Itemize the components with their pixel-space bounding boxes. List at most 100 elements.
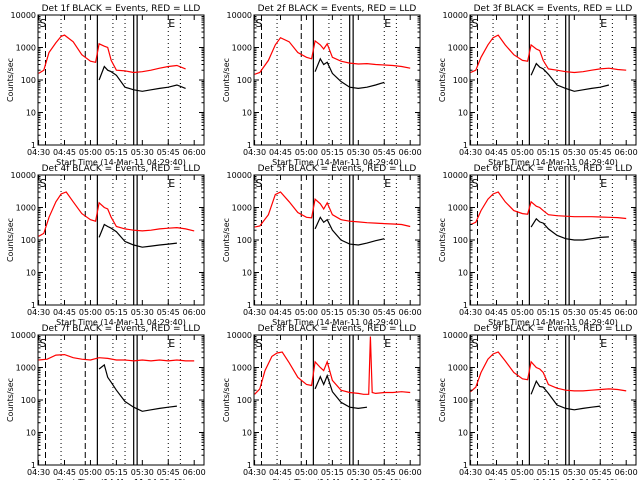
s-marker-label: S — [256, 337, 263, 350]
y-axis-label: Counts/sec — [438, 58, 447, 102]
plot-frame — [253, 334, 421, 466]
x-tick-label: 05:00 — [79, 148, 102, 157]
lld-series-line — [38, 34, 186, 74]
y-tick-label: 1 — [31, 141, 36, 150]
x-tick-label: 05:15 — [321, 148, 344, 157]
x-tick-label: 05:30 — [131, 468, 154, 477]
y-tick-label: 10 — [242, 429, 252, 438]
s-marker-label: S — [472, 177, 479, 190]
events-series-line — [530, 217, 609, 241]
x-tick-label: 05:30 — [563, 308, 586, 317]
x-tick-label: 06:00 — [183, 148, 206, 157]
s-marker-label: S — [40, 337, 47, 350]
y-tick-label: 10 — [26, 109, 36, 118]
s-marker-label: S — [256, 177, 263, 190]
x-axis-label: Start Time (14-Mar-11 04:29:40) — [272, 158, 402, 167]
e-marker-label: E — [168, 17, 175, 30]
x-tick-label: 04:45 — [485, 468, 508, 477]
y-tick-label: 10000 — [11, 11, 36, 20]
y-tick-label: 10000 — [443, 11, 468, 20]
x-tick-label: 04:45 — [269, 468, 292, 477]
y-axis-label: Counts/sec — [6, 378, 15, 422]
panel-title: Det 7f BLACK = Events, RED = LLD — [42, 324, 201, 334]
y-tick-label: 1000 — [232, 364, 252, 373]
y-tick-label: 10000 — [443, 331, 468, 340]
panel-title: Det 6f BLACK = Events, RED = LLD — [474, 164, 633, 174]
y-tick-label: 100 — [21, 236, 36, 245]
y-axis-label: Counts/sec — [222, 58, 231, 102]
x-axis-label: Start Time (14-Mar-11 04:29:40) — [56, 318, 186, 327]
x-tick-label: 05:00 — [79, 468, 102, 477]
lld-series-line — [254, 36, 411, 75]
plot-frame — [253, 14, 421, 146]
y-tick-label: 100 — [453, 396, 468, 405]
x-tick-label: 04:30 — [243, 308, 266, 317]
x-tick-label: 05:30 — [131, 308, 154, 317]
y-tick-label: 10 — [242, 109, 252, 118]
plot-frame — [253, 174, 421, 306]
x-tick-label: 05:45 — [589, 468, 612, 477]
s-marker-label: S — [256, 17, 263, 30]
detector-panel: 1 10 100 1000 10000 04:30 04:45 05:00 05:15 05:30… — [6, 164, 206, 327]
x-tick-label: 04:30 — [243, 468, 266, 477]
y-tick-label: 1000 — [448, 364, 468, 373]
x-tick-label: 06:00 — [399, 148, 422, 157]
x-tick-label: 05:45 — [373, 308, 396, 317]
plot-frame — [37, 14, 205, 146]
lld-series-line — [38, 353, 195, 362]
y-tick-label: 1 — [31, 461, 36, 470]
x-tick-label: 06:00 — [399, 308, 422, 317]
y-tick-label: 100 — [237, 396, 252, 405]
panel-title: Det 8f BLACK = Events, RED = LLD — [258, 324, 417, 334]
y-tick-label: 100 — [237, 76, 252, 85]
detector-panel: 1 10 100 1000 10000 04:30 04:45 05:00 05:15 05:30… — [222, 324, 422, 484]
events-series-line — [98, 363, 177, 412]
x-tick-label: 05:00 — [511, 468, 534, 477]
x-tick-label: 05:00 — [79, 308, 102, 317]
y-tick-label: 1 — [31, 301, 36, 310]
y-tick-label: 10000 — [11, 171, 36, 180]
lld-series-line — [254, 336, 411, 395]
x-tick-label: 06:00 — [615, 308, 638, 317]
x-tick-label: 04:30 — [27, 468, 50, 477]
x-axis-label: Start Time (14-Mar-11 04:29:40) — [488, 318, 618, 327]
y-tick-label: 1 — [463, 461, 468, 470]
plot-frame — [37, 174, 205, 306]
s-marker-label: S — [472, 337, 479, 350]
e-marker-label: E — [168, 337, 175, 350]
x-tick-label: 05:15 — [321, 468, 344, 477]
x-tick-label: 05:00 — [511, 308, 534, 317]
y-tick-label: 1000 — [448, 204, 468, 213]
x-tick-label: 05:00 — [295, 468, 318, 477]
panel-title: Det 1f BLACK = Events, RED = LLD — [42, 4, 201, 14]
s-marker-label: S — [40, 17, 47, 30]
y-tick-label: 100 — [237, 236, 252, 245]
y-axis-label: Counts/sec — [6, 218, 15, 262]
y-tick-label: 100 — [21, 76, 36, 85]
x-tick-label: 04:45 — [269, 308, 292, 317]
y-tick-label: 10000 — [443, 171, 468, 180]
x-tick-label: 04:30 — [459, 308, 482, 317]
y-tick-label: 1000 — [232, 44, 252, 53]
events-series-line — [530, 379, 601, 411]
x-tick-label: 05:15 — [105, 308, 128, 317]
events-series-line — [98, 65, 186, 92]
detector-panel: 1 10 100 1000 10000 04:30 04:45 05:00 05:15 05:30… — [222, 164, 422, 327]
y-tick-label: 10 — [242, 269, 252, 278]
x-tick-label: 04:30 — [27, 308, 50, 317]
y-tick-label: 10 — [26, 429, 36, 438]
detector-panel: 1 10 100 1000 10000 04:30 04:45 05:00 05:15 05:30… — [438, 324, 638, 484]
x-tick-label: 05:00 — [511, 148, 534, 157]
y-axis-label: Counts/sec — [438, 378, 447, 422]
y-tick-label: 10000 — [11, 331, 36, 340]
events-series-line — [314, 373, 368, 410]
y-tick-label: 10 — [458, 429, 468, 438]
e-marker-label: E — [600, 17, 607, 30]
x-tick-label: 06:00 — [615, 148, 638, 157]
lld-series-line — [470, 34, 627, 74]
y-tick-label: 10 — [26, 269, 36, 278]
y-tick-label: 10000 — [227, 11, 252, 20]
x-tick-label: 05:30 — [131, 148, 154, 157]
